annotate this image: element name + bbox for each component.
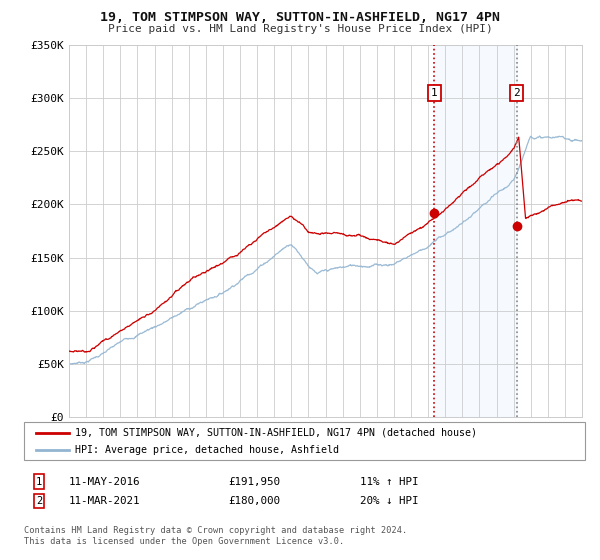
Text: 20% ↓ HPI: 20% ↓ HPI [360,496,419,506]
Text: Price paid vs. HM Land Registry's House Price Index (HPI): Price paid vs. HM Land Registry's House … [107,24,493,34]
Text: 2: 2 [514,88,520,97]
Text: Contains HM Land Registry data © Crown copyright and database right 2024.
This d: Contains HM Land Registry data © Crown c… [24,526,407,546]
Text: 19, TOM STIMPSON WAY, SUTTON-IN-ASHFIELD, NG17 4PN: 19, TOM STIMPSON WAY, SUTTON-IN-ASHFIELD… [100,11,500,24]
Text: HPI: Average price, detached house, Ashfield: HPI: Average price, detached house, Ashf… [75,445,339,455]
Text: 11-MAR-2021: 11-MAR-2021 [69,496,140,506]
Text: 2: 2 [36,496,42,506]
Text: £191,950: £191,950 [228,477,280,487]
Text: 11% ↑ HPI: 11% ↑ HPI [360,477,419,487]
Text: 11-MAY-2016: 11-MAY-2016 [69,477,140,487]
Text: 1: 1 [36,477,42,487]
Text: 19, TOM STIMPSON WAY, SUTTON-IN-ASHFIELD, NG17 4PN (detached house): 19, TOM STIMPSON WAY, SUTTON-IN-ASHFIELD… [75,427,477,437]
Text: £180,000: £180,000 [228,496,280,506]
Bar [434,45,517,417]
Text: 1: 1 [431,88,437,97]
